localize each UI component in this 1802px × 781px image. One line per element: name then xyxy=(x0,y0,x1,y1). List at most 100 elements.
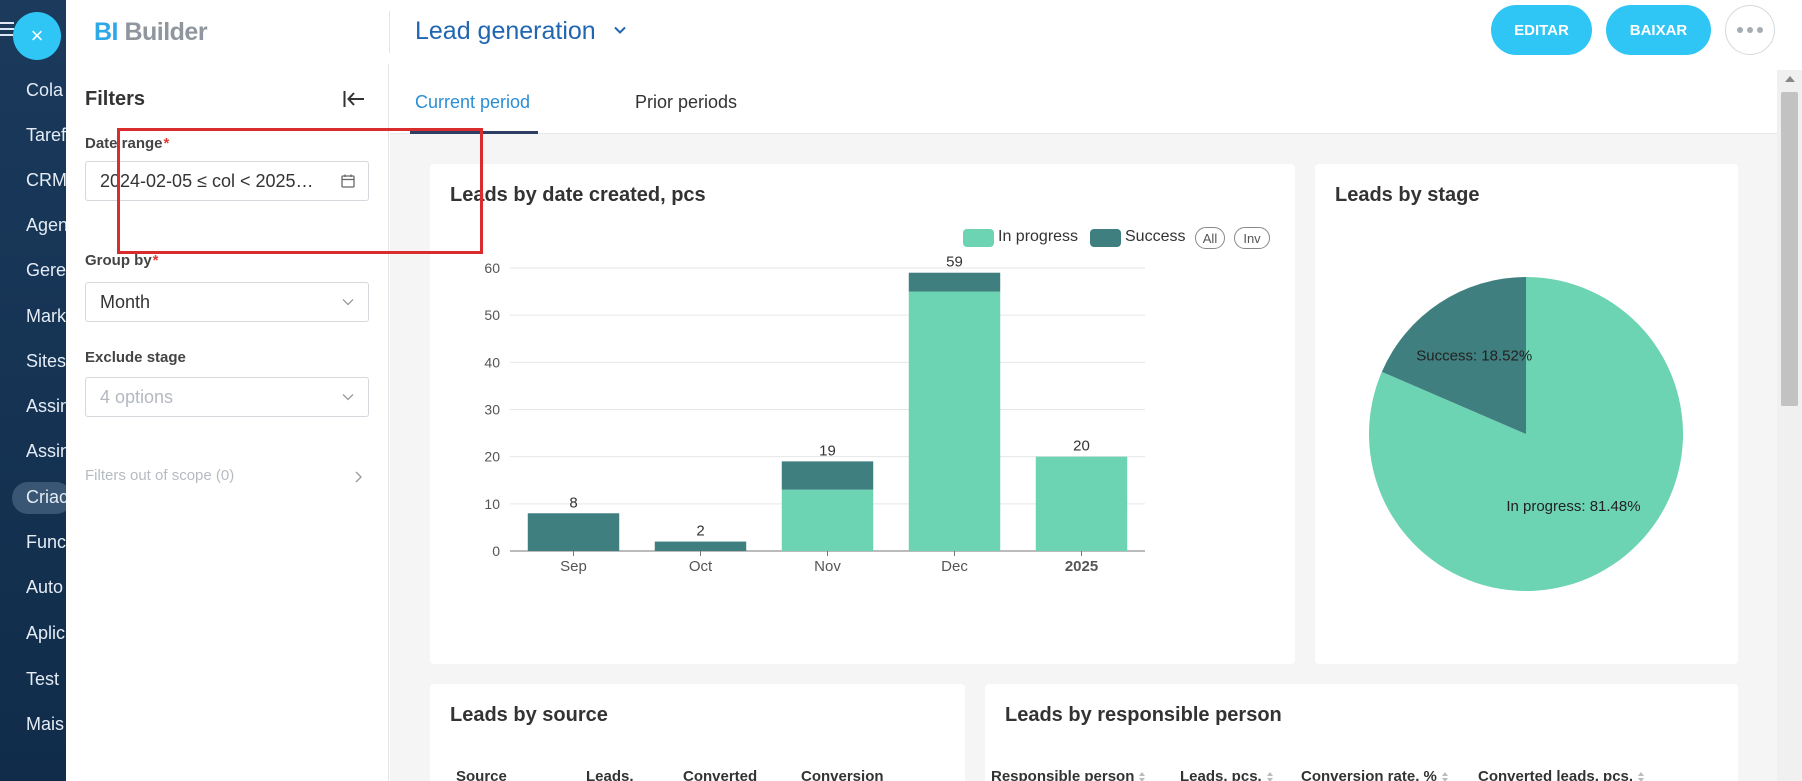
column-header-text: Responsible person xyxy=(991,768,1135,781)
group-by-value: Month xyxy=(100,291,151,312)
column-header-converted[interactable]: Converted xyxy=(683,768,758,781)
group-by-select[interactable]: Month xyxy=(85,282,369,322)
tab-prior-periods[interactable]: Prior periods xyxy=(635,92,738,112)
rail-item[interactable]: Mais xyxy=(26,714,65,734)
tab-current-period[interactable]: Current period xyxy=(415,92,531,112)
filters-out-of-scope[interactable]: Filters out of scope (0) xyxy=(85,467,369,487)
y-tick-label: 30 xyxy=(484,402,500,418)
bar-total-label: 8 xyxy=(569,494,577,511)
column-header-leads[interactable]: Leads, xyxy=(586,768,634,781)
rail-item[interactable]: Test xyxy=(26,669,60,689)
column-header-text: Leads, pcs. xyxy=(1180,768,1262,781)
rail-item[interactable]: Mark xyxy=(26,306,66,326)
y-tick-label: 40 xyxy=(484,354,500,370)
date-range-input[interactable]: 2024-02-05 ≤ col < 2025… xyxy=(85,161,369,201)
download-button[interactable]: BAIXAR xyxy=(1606,5,1711,55)
bar-segment-in-progress xyxy=(1035,456,1128,551)
y-tick-label: 0 xyxy=(492,543,500,559)
card-title: Leads by date created, pcs xyxy=(450,184,706,206)
x-tick-label: Oct xyxy=(689,558,713,575)
rail-item[interactable]: Auto xyxy=(26,577,64,597)
edit-button[interactable]: EDITAR xyxy=(1491,5,1592,55)
date-range-label-text: Date range xyxy=(85,135,163,152)
leads-by-date-card: Leads by date created, pcs In progress S… xyxy=(430,164,1295,664)
rail-item[interactable]: Agen xyxy=(26,215,66,235)
leads-by-source-card: Leads by source Source Leads, Converted … xyxy=(430,684,965,781)
legend-label-in-progress[interactable]: In progress xyxy=(998,228,1079,245)
logo-builder: Builder xyxy=(118,18,208,46)
rail-item[interactable]: CRM xyxy=(26,170,66,190)
legend-invert-button[interactable]: Inv xyxy=(1234,227,1270,249)
bi-builder-panel: BI Builder Lead generation EDITAR BAIXAR… xyxy=(66,0,1802,781)
background-app-sidebar: Cola Taref CRM Agen Gere Mark Sites Assi… xyxy=(0,0,66,781)
column-header-leads-pcs[interactable]: Leads, pcs. xyxy=(1180,768,1274,781)
filters-sidebar: Filters Date range* 2024-02-05 ≤ col < 2… xyxy=(66,64,389,781)
date-range-value: 2024-02-05 ≤ col < 2025… xyxy=(100,170,314,191)
logo-bi: BI xyxy=(94,18,119,46)
pie-slice-success xyxy=(1381,277,1526,434)
chevron-down-icon xyxy=(342,394,354,401)
column-header-converted-leads[interactable]: Converted leads, pcs. xyxy=(1478,768,1645,781)
legend-swatch-success[interactable] xyxy=(1090,229,1121,247)
calendar-icon[interactable] xyxy=(340,173,356,189)
chevron-down-icon[interactable] xyxy=(612,22,628,38)
close-button[interactable]: × xyxy=(13,12,61,60)
sort-icon[interactable] xyxy=(1266,771,1274,781)
more-options-button[interactable] xyxy=(1725,5,1775,55)
chevron-down-icon xyxy=(342,299,354,306)
legend-select-all-button[interactable]: All xyxy=(1195,227,1225,249)
rail-item[interactable]: Aplic xyxy=(26,623,66,643)
scroll-up-arrow-icon[interactable] xyxy=(1785,76,1795,82)
rail-item[interactable]: Cola xyxy=(26,80,64,100)
dashboard-content: Leads by date created, pcs In progress S… xyxy=(390,134,1802,781)
scroll-thumb[interactable] xyxy=(1781,92,1798,406)
dashboard-title[interactable]: Lead generation xyxy=(415,17,596,45)
group-by-label: Group by* xyxy=(85,252,159,269)
rail-item[interactable]: Taref xyxy=(26,125,66,145)
bar-segment-success xyxy=(908,272,1001,292)
bar-segment-success xyxy=(654,541,747,551)
close-icon: × xyxy=(30,23,44,48)
rail-selected-highlight xyxy=(12,482,66,514)
column-header-conversion[interactable]: Conversion xyxy=(801,768,884,781)
collapse-panel-icon[interactable] xyxy=(342,88,366,110)
y-tick-label: 50 xyxy=(484,307,500,323)
required-marker: * xyxy=(152,252,159,269)
bar-segment-success xyxy=(781,461,874,490)
bar-segment-in-progress xyxy=(781,489,874,551)
legend-swatch-in-progress[interactable] xyxy=(963,229,994,247)
filters-out-of-scope-text: Filters out of scope (0) xyxy=(85,467,235,484)
rail-item[interactable]: Sites xyxy=(26,351,66,371)
bar-segment-success xyxy=(527,513,620,551)
rail-item[interactable]: Criac xyxy=(26,487,66,507)
date-range-label: Date range* xyxy=(85,135,169,152)
x-tick-label: Sep xyxy=(560,558,587,575)
card-title: Leads by stage xyxy=(1335,184,1480,206)
sort-icon[interactable] xyxy=(1441,771,1449,781)
bar-total-label: 20 xyxy=(1073,438,1090,455)
leads-by-responsible-card: Leads by responsible person Responsible … xyxy=(985,684,1738,781)
pie-slice-label: In progress: 81.48% xyxy=(1506,498,1640,515)
vertical-scrollbar[interactable] xyxy=(1777,70,1802,781)
sort-icon[interactable] xyxy=(1138,771,1146,781)
rail-item[interactable]: Func xyxy=(26,532,66,552)
rail-item[interactable]: Assin xyxy=(26,441,66,461)
active-tab-indicator xyxy=(410,131,538,134)
legend-label-success[interactable]: Success xyxy=(1125,228,1186,245)
bar-total-label: 2 xyxy=(696,523,704,540)
menu-icon[interactable] xyxy=(0,22,14,40)
exclude-stage-select[interactable]: 4 options xyxy=(85,377,369,417)
column-header-text: Conversion rate, % xyxy=(1301,768,1437,781)
sort-icon[interactable] xyxy=(1637,771,1645,781)
column-header-responsible-person[interactable]: Responsible person xyxy=(991,768,1146,781)
more-dot-icon xyxy=(1757,27,1763,33)
x-tick-label: Nov xyxy=(814,558,841,575)
required-marker: * xyxy=(163,135,170,152)
rail-item[interactable]: Assin xyxy=(26,396,66,416)
pie-slice-label: Success: 18.52% xyxy=(1416,347,1532,364)
column-header-source[interactable]: Source xyxy=(456,768,507,781)
tab-bar: Current period Prior periods xyxy=(390,64,1802,134)
column-header-conversion-rate[interactable]: Conversion rate, % xyxy=(1301,768,1449,781)
filters-title: Filters xyxy=(85,88,146,110)
rail-item[interactable]: Gere xyxy=(26,260,66,280)
